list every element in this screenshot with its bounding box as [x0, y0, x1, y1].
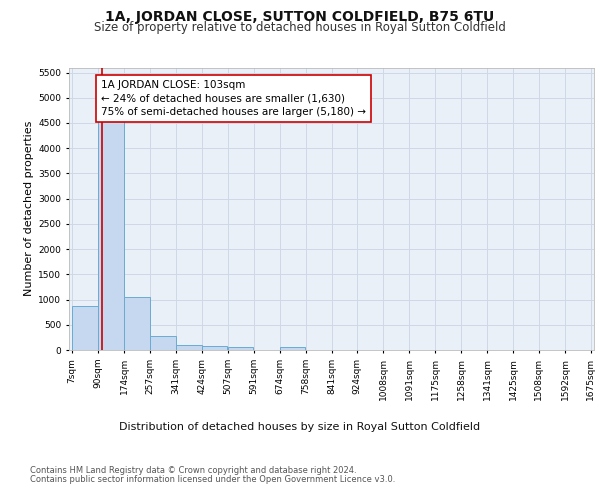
Text: Contains HM Land Registry data © Crown copyright and database right 2024.: Contains HM Land Registry data © Crown c… [30, 466, 356, 475]
Text: 1A, JORDAN CLOSE, SUTTON COLDFIELD, B75 6TU: 1A, JORDAN CLOSE, SUTTON COLDFIELD, B75 … [106, 10, 494, 24]
Bar [124, 297, 150, 350]
Text: 1A JORDAN CLOSE: 103sqm
← 24% of detached houses are smaller (1,630)
75% of semi: 1A JORDAN CLOSE: 103sqm ← 24% of detache… [101, 80, 366, 116]
Y-axis label: Number of detached properties: Number of detached properties [24, 121, 34, 296]
Bar [150, 336, 176, 350]
Text: Size of property relative to detached houses in Royal Sutton Coldfield: Size of property relative to detached ho… [94, 21, 506, 34]
Bar [72, 306, 98, 350]
Bar [202, 346, 227, 350]
Bar [176, 346, 202, 350]
Bar [228, 346, 253, 350]
Text: Contains public sector information licensed under the Open Government Licence v3: Contains public sector information licen… [30, 475, 395, 484]
Text: Distribution of detached houses by size in Royal Sutton Coldfield: Distribution of detached houses by size … [119, 422, 481, 432]
Bar [280, 347, 305, 350]
Bar [98, 120, 124, 350]
